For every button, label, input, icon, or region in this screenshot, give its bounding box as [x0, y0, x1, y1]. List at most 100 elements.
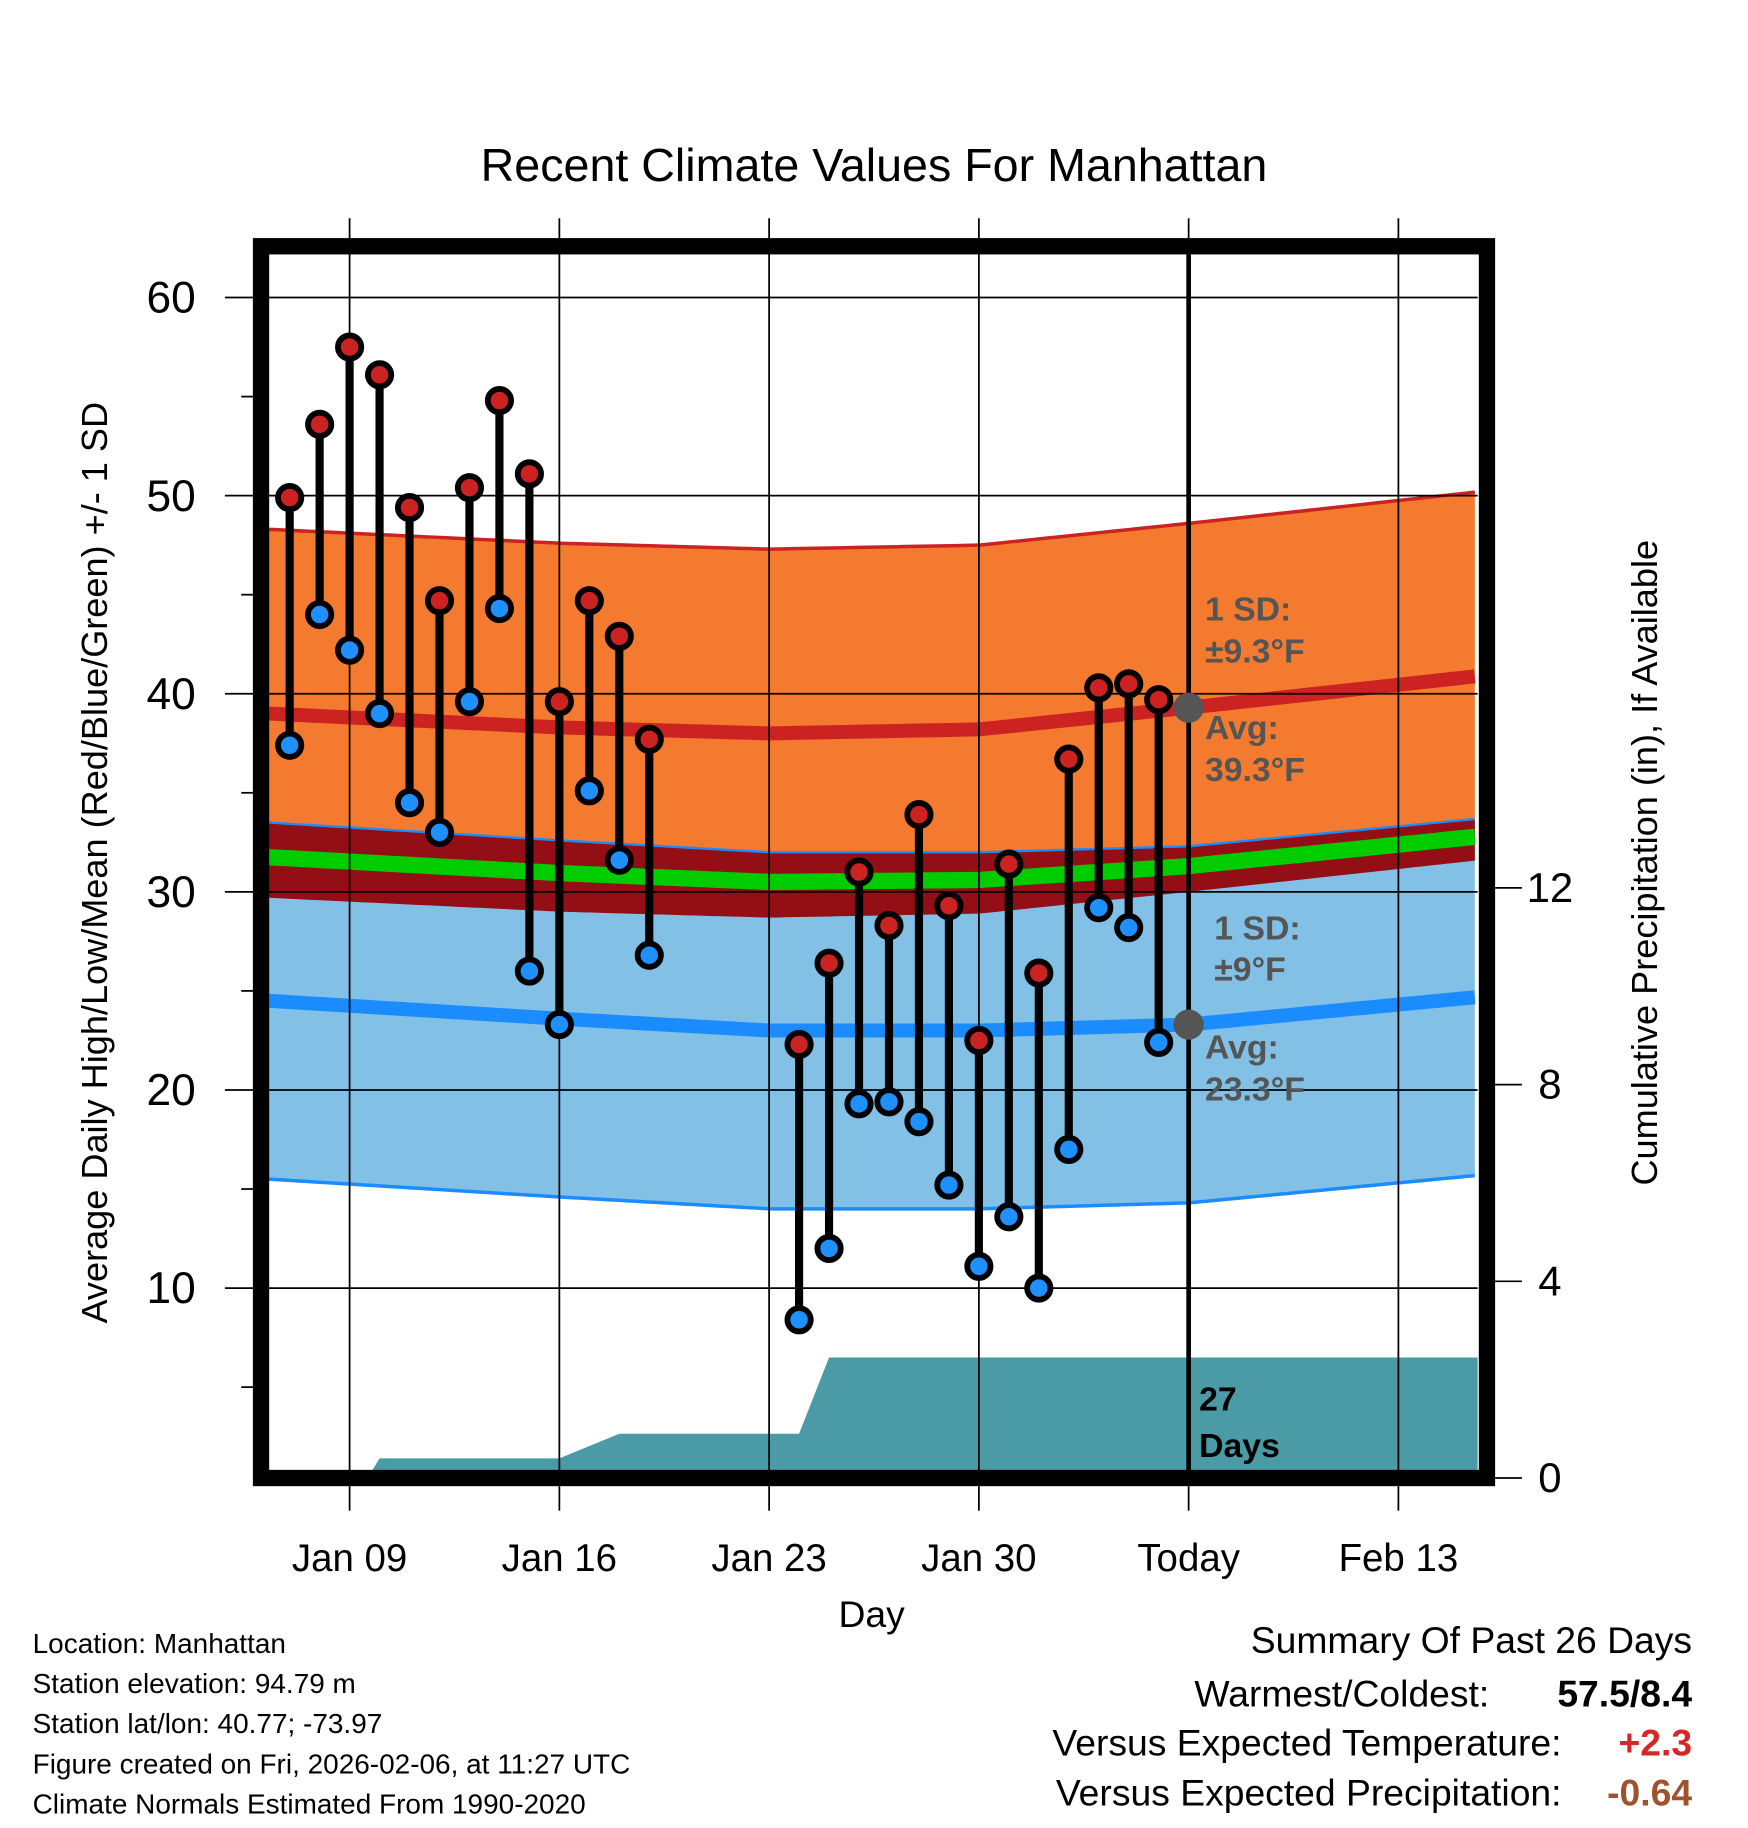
daily-high-point	[1024, 958, 1054, 988]
daily-high-point	[424, 586, 455, 616]
high-sd-annotation: ±9.3°F	[1205, 632, 1305, 670]
x-tick-label: Jan 30	[921, 1537, 1036, 1580]
warmest-label: Warmest/Coldest:	[1194, 1672, 1489, 1714]
daily-high-point	[484, 385, 514, 416]
footer-line: Figure created on Fri, 2026-02-06, at 11…	[33, 1748, 631, 1779]
daily-high-point	[934, 891, 964, 921]
daily-high-point	[454, 473, 485, 503]
high-avg-line	[268, 669, 1476, 741]
high-sd-band	[268, 492, 1475, 918]
y-tick-label: 60	[147, 274, 196, 323]
daily-high-point	[814, 948, 844, 978]
x-axis-label: Day	[839, 1593, 906, 1635]
x-tick-label: Jan 09	[292, 1537, 407, 1580]
today-low-avg-marker	[1173, 1009, 1204, 1040]
footer-line: Climate Normals Estimated From 1990-2020	[33, 1789, 586, 1820]
daily-high-point	[305, 409, 335, 439]
daily-low-point	[484, 593, 514, 624]
daily-high-point	[574, 586, 604, 616]
x-tick-label: Today	[1137, 1537, 1240, 1580]
days-annotation: 27	[1199, 1380, 1237, 1418]
y-tick-label: 50	[147, 472, 196, 521]
y2-tick-label: 8	[1538, 1061, 1561, 1108]
chart-title: Recent Climate Values For Manhattan	[481, 139, 1268, 191]
daily-low-point	[514, 956, 544, 986]
daily-low-point	[904, 1107, 934, 1137]
high-avg-annotation: 39.3°F	[1205, 751, 1305, 789]
daily-low-point	[1084, 893, 1114, 923]
daily-low-point	[844, 1089, 874, 1119]
daily-low-point	[394, 788, 425, 818]
daily-low-point	[1024, 1273, 1054, 1303]
plot-frame	[252, 238, 1496, 1487]
daily-high-point	[394, 492, 425, 523]
low-sd-annotation: 1 SD:	[1214, 910, 1300, 948]
low-sd-band	[268, 818, 1475, 1209]
daily-high-point	[364, 360, 395, 390]
daily-low-point	[335, 635, 365, 665]
daily-high-point	[1084, 673, 1114, 703]
daily-high-point	[904, 800, 934, 830]
temp-anomaly-label: Versus Expected Temperature:	[1052, 1721, 1561, 1763]
daily-low-point	[994, 1202, 1024, 1232]
daily-low-point	[814, 1233, 844, 1264]
daily-low-point	[1114, 912, 1144, 943]
daily-high-point	[844, 857, 874, 887]
daily-low-point	[1054, 1134, 1084, 1164]
x-tick-label: Feb 13	[1339, 1537, 1459, 1580]
daily-low-point	[454, 687, 485, 717]
daily-high-point	[874, 910, 904, 941]
footer-line: Location: Manhattan	[33, 1628, 286, 1659]
daily-low-point	[634, 940, 664, 970]
low-sd-annotation: ±9°F	[1214, 950, 1285, 988]
y-axis-label: Average Daily High/Low/Mean (Red/Blue/Gr…	[74, 402, 115, 1324]
precip-anomaly-label: Versus Expected Precipitation:	[1056, 1771, 1562, 1813]
daily-low-point	[305, 599, 335, 630]
daily-high-point	[275, 483, 305, 513]
y-tick-label: 20	[147, 1066, 196, 1115]
daily-low-point	[275, 730, 305, 760]
y2-tick-label: 0	[1538, 1454, 1561, 1501]
daily-high-point	[1144, 685, 1174, 715]
summary-title: Summary Of Past 26 Days	[1251, 1619, 1692, 1661]
high-sd-annotation: 1 SD:	[1205, 590, 1291, 628]
high-avg-annotation: Avg:	[1205, 709, 1279, 747]
daily-low-point	[364, 698, 395, 729]
y-tick-label: 30	[147, 868, 196, 917]
y-tick-label: 10	[147, 1264, 196, 1313]
mean-avg-line	[268, 828, 1476, 891]
daily-high-point	[604, 621, 634, 651]
low-upper-sd-line	[268, 817, 1475, 854]
today-high-avg-marker	[1173, 692, 1204, 723]
low-avg-annotation: 23.3°F	[1205, 1070, 1305, 1108]
x-tick-label: Jan 23	[711, 1537, 826, 1580]
y2-axis-label: Cumulative Precipitation (in), If Availa…	[1624, 540, 1665, 1186]
daily-low-point	[784, 1305, 814, 1335]
daily-low-point	[574, 776, 604, 806]
daily-low-point	[604, 845, 634, 875]
low-avg-annotation: Avg:	[1205, 1029, 1279, 1067]
daily-high-point	[1054, 744, 1084, 774]
precip-area	[371, 1357, 1478, 1472]
daily-low-point	[964, 1251, 994, 1281]
daily-low-point	[1144, 1027, 1174, 1057]
y2-tick-label: 12	[1527, 864, 1574, 911]
warmest-value: 57.5/8.4	[1557, 1672, 1692, 1714]
y2-tick-label: 4	[1538, 1257, 1561, 1304]
daily-high-point	[544, 687, 574, 717]
days-annotation: Days	[1199, 1427, 1280, 1465]
daily-high-point	[634, 724, 664, 754]
daily-high-point	[964, 1025, 994, 1056]
low-avg-line	[268, 990, 1476, 1038]
daily-high-point	[335, 332, 365, 362]
precip-anomaly-value: -0.64	[1607, 1771, 1692, 1813]
low-lower-sd-line	[268, 1173, 1475, 1211]
footer-line: Station elevation: 94.79 m	[33, 1668, 356, 1699]
daily-high-point	[784, 1029, 814, 1059]
daily-low-point	[424, 817, 455, 847]
daily-low-point	[934, 1170, 964, 1200]
daily-low-point	[874, 1087, 904, 1117]
daily-low-point	[544, 1010, 574, 1040]
temp-anomaly-value: +2.3	[1618, 1721, 1692, 1763]
